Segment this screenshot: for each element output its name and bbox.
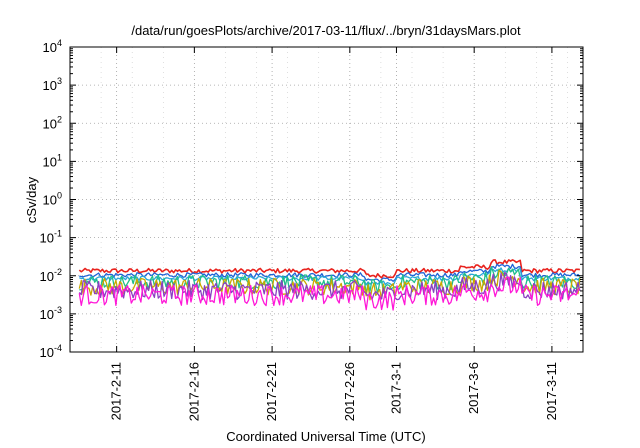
x-tick-label: 2017-3-11 <box>544 362 559 420</box>
y-axis-ticks: 10-4 10-3 10-2 10-1 100 101 102 103 104 <box>40 38 583 360</box>
x-axis-label: Coordinated Universal Time (UTC) <box>226 429 425 444</box>
y-tick-label: 103 <box>43 76 62 93</box>
series-line <box>79 267 581 287</box>
x-tick-label: 2017-2-16 <box>186 362 201 421</box>
y-tick-label: 10-3 <box>40 305 62 322</box>
series-line <box>78 276 581 311</box>
y-tick-label: 100 <box>43 191 62 208</box>
x-tick-label: 2017-2-11 <box>109 362 124 420</box>
x-tick-label: 2017-2-21 <box>264 362 279 421</box>
y-tick-label: 10-2 <box>40 267 62 284</box>
chart-title: /data/run/goesPlots/archive/2017-03-11/f… <box>131 23 521 38</box>
x-tick-label: 2017-3-6 <box>466 362 481 414</box>
x-tick-label: 2017-3-1 <box>388 362 403 414</box>
y-tick-label: 10-4 <box>40 343 62 360</box>
series-line <box>78 271 581 301</box>
y-tick-label: 104 <box>43 38 62 55</box>
series-line <box>78 259 581 279</box>
y-tick-label: 101 <box>43 152 62 169</box>
series-line <box>79 263 581 283</box>
series-group <box>78 259 581 311</box>
plot-frame <box>69 46 584 353</box>
y-tick-label: 10-1 <box>40 229 62 246</box>
x-axis-ticks: 2017-2-11 2017-2-16 2017-2-21 2017-2-26 2017… <box>109 47 559 421</box>
y-tick-label: 102 <box>43 114 62 131</box>
x-tick-label: 2017-2-26 <box>342 362 357 421</box>
y-axis-label: cSv/day <box>24 176 39 223</box>
grid-lines <box>70 47 583 352</box>
